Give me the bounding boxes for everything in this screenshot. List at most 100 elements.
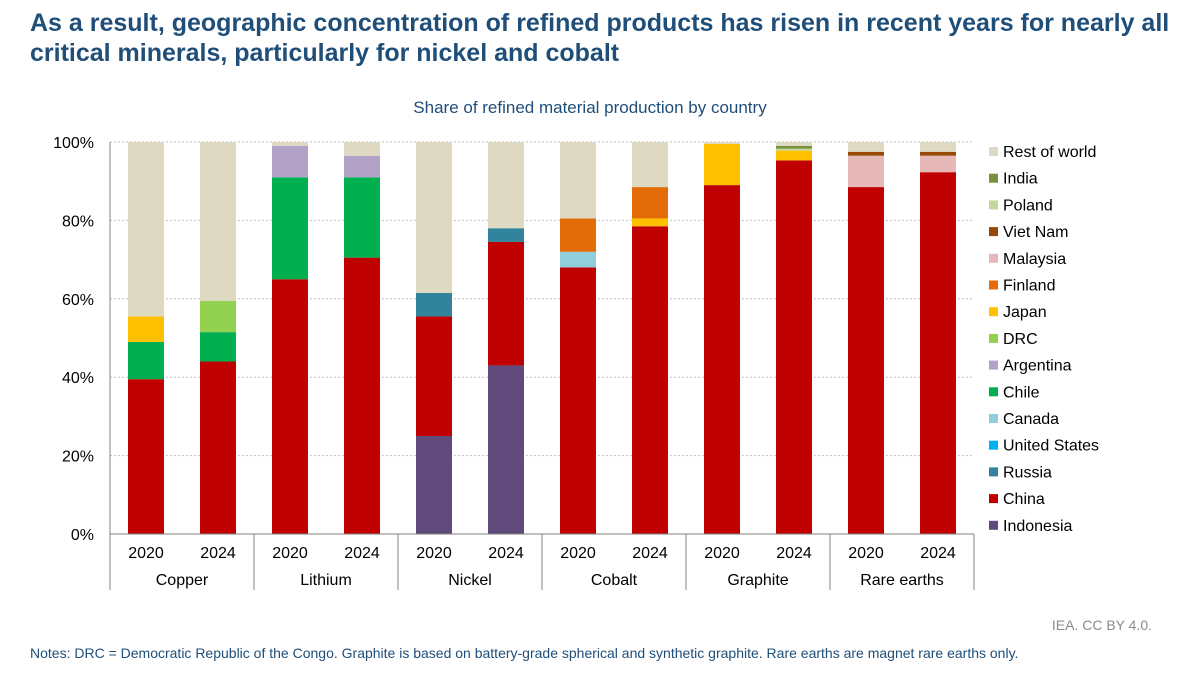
x-group-label: Graphite (727, 572, 788, 589)
legend-label: Argentina (1003, 358, 1072, 375)
legend-label: DRC (1003, 331, 1038, 348)
legend-label: Russia (1003, 464, 1052, 481)
bar-segment-drc (200, 300, 236, 333)
legend-swatch (989, 520, 998, 530)
bar-segment-japan (776, 150, 812, 161)
x-group-label: Rare earths (860, 572, 944, 589)
bar-segment-rest-of-world (272, 142, 308, 146)
x-group-label: Lithium (300, 572, 352, 589)
x-tick-label-year: 2020 (416, 545, 452, 562)
x-tick-label-year: 2024 (488, 545, 524, 562)
x-tick-label-year: 2024 (776, 545, 812, 562)
bar-segment-rest-of-world (488, 142, 524, 229)
y-tick-label: 60% (62, 292, 94, 309)
legend-swatch (989, 467, 998, 477)
credit: IEA. CC BY 4.0. (1051, 617, 1152, 633)
bar-segment-finland (560, 218, 596, 252)
legend-label: Canada (1003, 411, 1059, 428)
x-tick-label-year: 2020 (704, 545, 740, 562)
bar-segment-rest-of-world (344, 142, 380, 156)
y-axis: 0% 20% 40% 60% 80% 100% (53, 135, 111, 544)
legend-swatch (989, 333, 998, 343)
headline: As a result, geographic concentration of… (30, 9, 1170, 67)
bar-segment-china (344, 257, 380, 534)
bar-segment-viet-nam (920, 151, 956, 156)
bar-segment-china (704, 185, 740, 534)
legend-swatch (989, 307, 998, 317)
legend-swatch (989, 173, 998, 183)
x-tick-label-year: 2020 (848, 545, 884, 562)
legend-swatch (989, 227, 998, 237)
legend-swatch (989, 440, 998, 450)
bar-segment-china (848, 187, 884, 534)
y-tick-label: 0% (71, 527, 94, 544)
notes: Notes: DRC = Democratic Republic of the … (30, 645, 1019, 661)
bar-segment-china (416, 316, 452, 436)
legend-label: Japan (1003, 304, 1047, 321)
bar-segment-chile (272, 177, 308, 280)
legend-label: Rest of world (1003, 144, 1096, 161)
x-tick-label-year: 2024 (632, 545, 668, 562)
legend-swatch (989, 280, 998, 290)
bar-segment-china (920, 172, 956, 534)
legend-label: Chile (1003, 384, 1040, 401)
bar-segment-malaysia (848, 155, 884, 188)
bar-segment-rest-of-world (200, 142, 236, 301)
bar-segment-viet-nam (848, 151, 884, 156)
y-tick-label: 40% (62, 370, 94, 387)
x-tick-label-year: 2024 (200, 545, 236, 562)
bar-segment-chile (200, 332, 236, 362)
bar-segment-rest-of-world (560, 142, 596, 219)
x-group-label: Copper (156, 572, 209, 589)
bar-segment-russia (416, 292, 452, 317)
legend-label: Finland (1003, 278, 1055, 295)
legend-swatch (989, 494, 998, 504)
bar-segment-malaysia (920, 155, 956, 173)
x-group-label: Nickel (448, 572, 492, 589)
bar-segment-chile (344, 177, 380, 258)
x-tick-label-year: 2020 (128, 545, 164, 562)
bar-segment-chile (128, 341, 164, 380)
bar-segment-rest-of-world (128, 142, 164, 317)
bar-segment-rest-of-world (632, 142, 668, 188)
bars (128, 142, 956, 534)
y-tick-label: 80% (62, 213, 94, 230)
y-tick-label: 100% (53, 135, 94, 152)
x-tick-label-year: 2024 (920, 545, 956, 562)
bar-segment-poland (776, 148, 812, 151)
chart-title: Share of refined material production by … (413, 98, 767, 117)
bar-segment-rest-of-world (776, 142, 812, 146)
legend-label: Malaysia (1003, 251, 1066, 268)
x-group-label: Cobalt (591, 572, 638, 589)
bar-segment-canada (560, 251, 596, 268)
legend-swatch (989, 360, 998, 370)
bar-segment-rest-of-world (920, 142, 956, 152)
legend-swatch (989, 253, 998, 263)
bar-segment-rest-of-world (416, 142, 452, 293)
bar-segment-rest-of-world (848, 142, 884, 152)
legend-label: United States (1003, 438, 1099, 455)
legend-label: Viet Nam (1003, 224, 1069, 241)
bar-segment-japan (128, 316, 164, 342)
bar-segment-india (776, 145, 812, 149)
legend-swatch (989, 147, 998, 156)
bar-segment-china (488, 241, 524, 366)
x-tick-label-year: 2024 (344, 545, 380, 562)
y-tick-label: 20% (62, 449, 94, 466)
x-axis: 2020 2024 2020 2024 2020 2024 2020 2024 2020 2024… (109, 533, 975, 590)
bar-segment-china (560, 267, 596, 534)
legend-label: Poland (1003, 197, 1053, 214)
legend-swatch (989, 414, 998, 423)
bar-segment-indonesia (488, 365, 524, 534)
legend-swatch (989, 387, 998, 397)
bar-segment-rest-of-world (704, 142, 740, 144)
bar-segment-russia (488, 228, 524, 242)
bar-segment-finland (632, 187, 668, 219)
bar-segment-china (200, 361, 236, 534)
bar-segment-china (632, 226, 668, 534)
bar-segment-argentina (344, 155, 380, 178)
legend-label: Indonesia (1003, 518, 1072, 535)
bar-segment-japan (632, 218, 668, 227)
legend-label: India (1003, 171, 1038, 188)
